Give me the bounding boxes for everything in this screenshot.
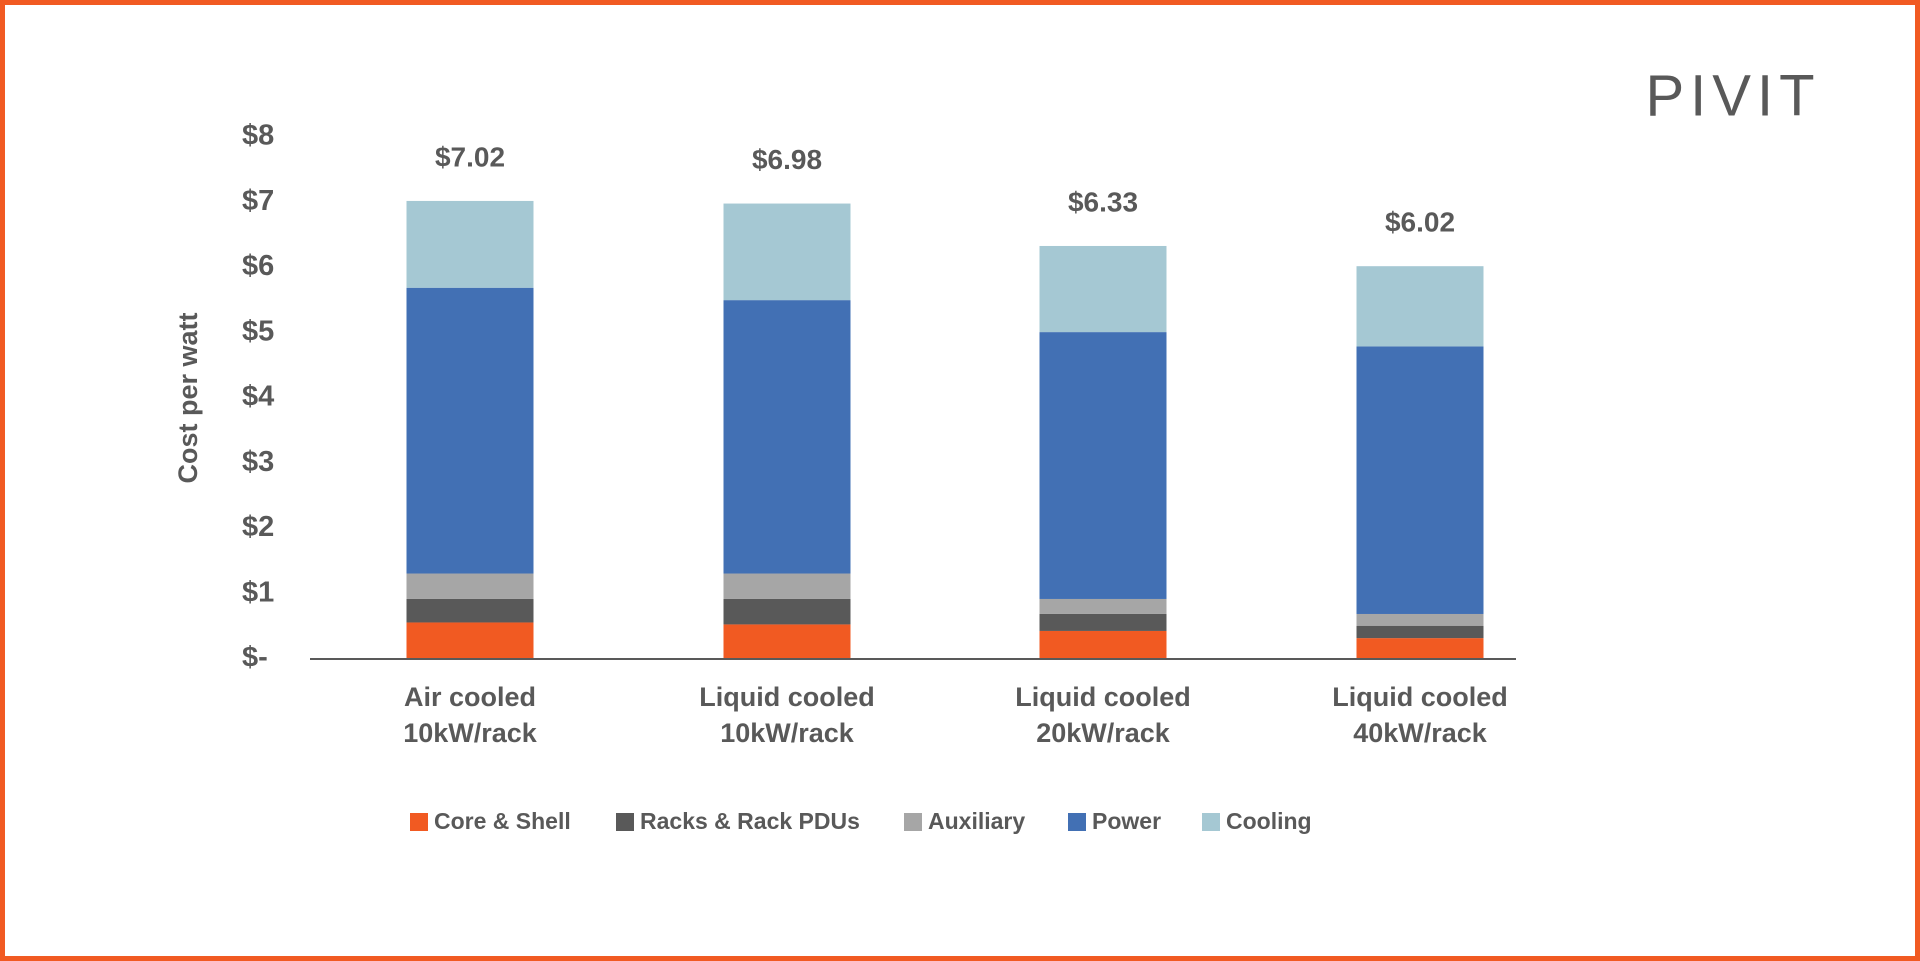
x-tick-label: 20kW/rack: [1036, 718, 1171, 748]
bar-segment: [1356, 266, 1484, 347]
bar-segment: [1039, 332, 1167, 599]
legend-swatch: [410, 813, 428, 831]
legend-swatch: [1202, 813, 1220, 831]
legend-label: Racks & Rack PDUs: [640, 808, 860, 834]
bar-segment: [1039, 245, 1167, 333]
total-label: $6.33: [1068, 186, 1138, 217]
y-tick-label: $6: [242, 250, 274, 282]
legend-swatch: [616, 813, 634, 831]
x-tick-label: 40kW/rack: [1353, 718, 1488, 748]
x-tick-label: 10kW/rack: [403, 718, 538, 748]
x-tick-label: 10kW/rack: [720, 718, 855, 748]
legend-label: Core & Shell: [434, 808, 571, 834]
bar-segment: [723, 598, 851, 625]
legend-label: Auxiliary: [928, 808, 1025, 834]
bar-segment: [723, 624, 851, 659]
y-tick-label: $7: [242, 185, 274, 217]
bar-segment: [406, 200, 534, 288]
bar-segment: [406, 287, 534, 574]
y-tick-label: $1: [242, 576, 274, 608]
y-axis-title: Cost per watt: [173, 312, 203, 483]
x-tick-label: Liquid cooled: [1332, 682, 1508, 712]
y-tick-label: $8: [242, 120, 274, 152]
bar-segment: [1356, 346, 1484, 614]
bar-segment: [1356, 613, 1484, 626]
bar-segment: [1039, 598, 1167, 614]
y-tick-label: $5: [242, 315, 274, 347]
legend-swatch: [904, 813, 922, 831]
logo: PIVIT: [1645, 63, 1820, 128]
legend-label: Power: [1092, 808, 1161, 834]
bar-segment: [1039, 613, 1167, 631]
bar-segment: [723, 203, 851, 301]
bar-segment: [406, 622, 534, 659]
legend-swatch: [1068, 813, 1086, 831]
x-tick-label: Liquid cooled: [699, 682, 875, 712]
legend-label: Cooling: [1226, 808, 1312, 834]
total-label: $7.02: [435, 141, 505, 172]
bar-segment: [406, 573, 534, 599]
bar-segment: [723, 300, 851, 574]
bar-segment: [1356, 625, 1484, 639]
x-tick-label: Air cooled: [404, 682, 536, 712]
total-label: $6.02: [1385, 207, 1455, 238]
x-tick-label: Liquid cooled: [1015, 682, 1191, 712]
bar-segment: [1039, 630, 1167, 659]
bar-segment: [1356, 638, 1484, 659]
y-tick-label: $-: [242, 642, 268, 674]
y-tick-label: $3: [242, 446, 274, 478]
bar-segment: [723, 573, 851, 599]
y-tick-label: $2: [242, 511, 274, 543]
total-label: $6.98: [752, 144, 822, 175]
y-tick-label: $4: [242, 381, 274, 413]
bar-segment: [406, 598, 534, 623]
